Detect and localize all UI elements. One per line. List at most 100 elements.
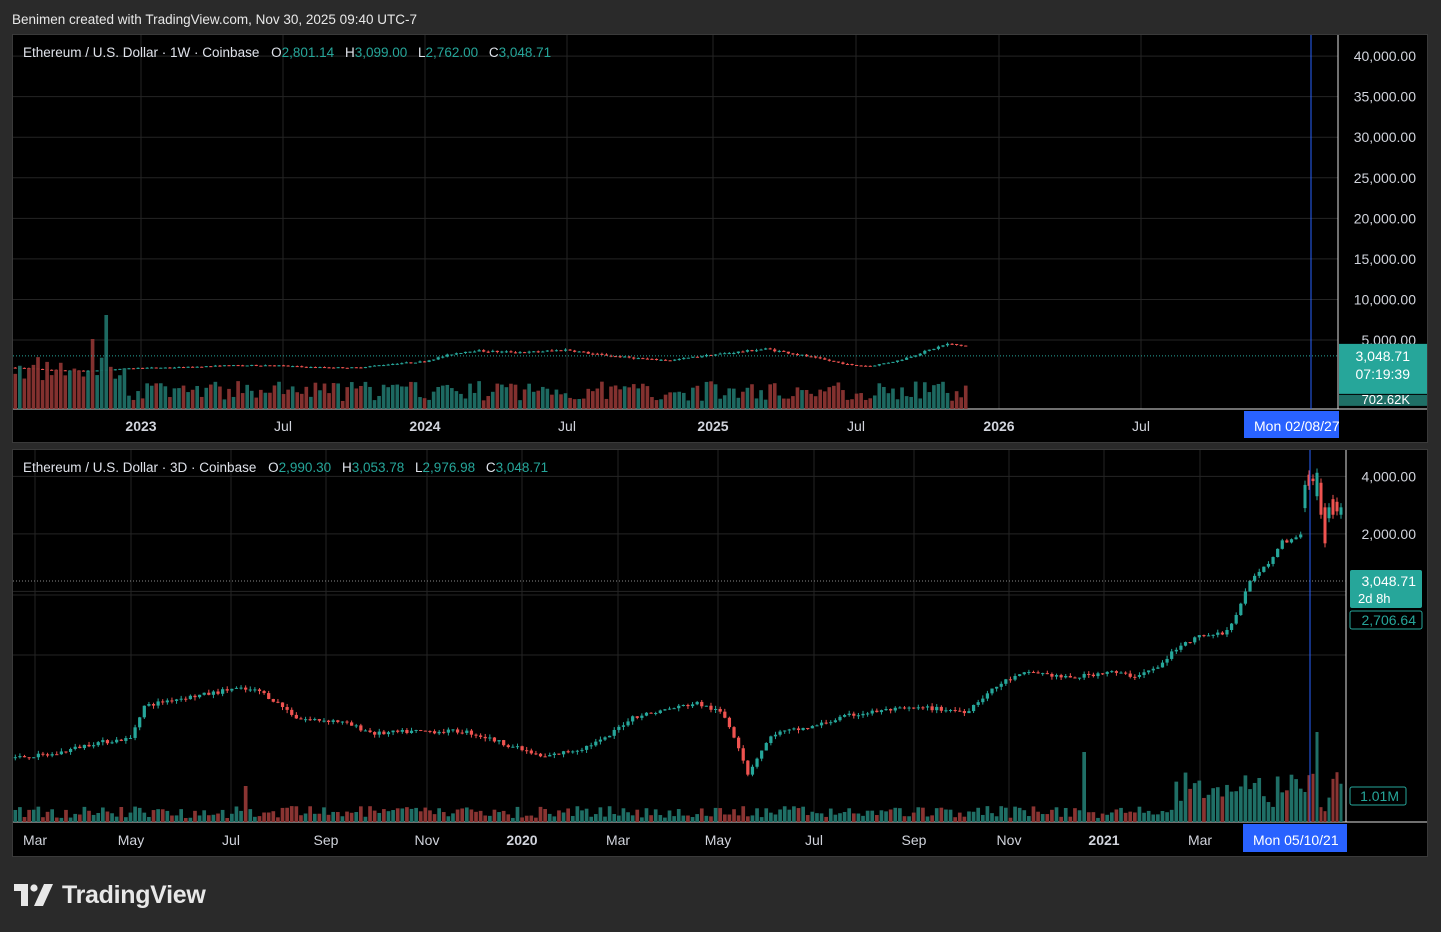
three-day-candle [101, 740, 105, 743]
three-day-volume-bar [1132, 812, 1137, 822]
weekly-volume-bar [181, 385, 186, 409]
three-day-volume-bar [1091, 812, 1096, 822]
weekly-candle [604, 354, 609, 356]
weekly-candle [291, 366, 295, 368]
three-day-candle [18, 756, 22, 758]
three-day-volume-bar [45, 811, 50, 822]
weekly-volume-bar [686, 400, 691, 409]
three-day-volume-bar [299, 815, 303, 822]
three-day-candle [451, 729, 455, 731]
three-day-candle [658, 710, 662, 714]
weekly-volume-bar [800, 390, 804, 409]
three-day-candle [197, 694, 202, 698]
three-day-candle [41, 753, 45, 755]
three-day-symbol-label: Ethereum / U.S. Dollar · 3D · Coinbase [23, 460, 257, 475]
three-day-volume-bar [266, 812, 271, 822]
three-day-candle [193, 695, 197, 698]
three-day-candle [465, 730, 469, 734]
weekly-low-value: 2,762.00 [425, 45, 479, 60]
three-day-volume-bar [792, 806, 796, 822]
three-day-candle [962, 710, 966, 714]
weekly-y-tick-label: 40,000.00 [1354, 48, 1416, 64]
weekly-chart-panel[interactable]: 40,000.00 35,000.00 30,000.00 25,000.00 20,0… [12, 34, 1428, 443]
three-day-volume-bar [1192, 783, 1197, 822]
tradingview-logo[interactable]: TradingView [14, 878, 206, 912]
three-day-volume-bar [331, 811, 336, 822]
three-day-candle [142, 705, 146, 718]
three-day-volume-bar [1179, 800, 1183, 822]
weekly-volume-bar [659, 399, 663, 409]
three-day-spike-volume [1327, 797, 1331, 822]
weekly-candle [591, 353, 595, 355]
three-day-volume-bar [856, 813, 861, 822]
three-day-candle [419, 730, 423, 732]
weekly-candle [254, 364, 258, 366]
weekly-volume-bar [527, 383, 531, 409]
three-day-volume-bar [898, 808, 902, 822]
three-day-volume-bar [773, 814, 778, 822]
three-day-volume-bar [916, 807, 921, 822]
three-day-candle [981, 698, 985, 703]
three-day-volume-bar [1202, 797, 1206, 822]
weekly-candle [955, 343, 959, 345]
three-day-volume-bar [317, 813, 322, 822]
three-day-volume-bar [326, 814, 331, 822]
weekly-candle [222, 365, 227, 367]
three-day-candle [290, 709, 294, 715]
three-day-volume-bar [73, 813, 78, 822]
three-day-candle [188, 695, 192, 700]
three-day-candle [829, 722, 833, 724]
three-day-candle [935, 706, 939, 711]
weekly-candle [245, 365, 249, 367]
three-day-x-tick-label: Sep [314, 832, 339, 848]
three-day-candle [368, 730, 372, 733]
three-day-volume-bar [1197, 780, 1202, 822]
three-day-volume-bar [801, 806, 805, 822]
three-day-volume-bar [474, 811, 478, 822]
weekly-candle [800, 354, 804, 356]
weekly-candle [422, 361, 427, 363]
weekly-candle [318, 367, 322, 369]
weekly-cursor-date-label: Mon 02/08/27 [1254, 418, 1340, 434]
three-day-candle [1174, 649, 1178, 652]
three-day-candle [603, 737, 607, 740]
weekly-volume-bar [536, 390, 541, 409]
weekly-volume-bar [199, 396, 204, 409]
three-day-candle [580, 749, 584, 751]
weekly-volume-bar [763, 399, 768, 409]
three-day-volume-bar [598, 807, 603, 822]
three-day-candle [474, 734, 478, 736]
weekly-candle [609, 355, 613, 357]
weekly-volume-bar [736, 397, 741, 409]
three-day-volume-bar [1114, 809, 1119, 822]
three-day-volume-bar [663, 817, 667, 822]
weekly-volume-bar [713, 384, 718, 409]
weekly-candle [145, 367, 149, 369]
weekly-volume-bar [90, 339, 95, 409]
three-day-volume-bar [1294, 779, 1298, 822]
three-day-volume-bar [308, 806, 313, 822]
three-day-candle [833, 720, 837, 723]
three-day-volume-bar [1271, 806, 1275, 822]
three-day-volume-bar [1165, 812, 1169, 822]
three-day-volume-bar [18, 807, 22, 822]
weekly-volume-bar [99, 357, 104, 409]
three-day-candle [221, 689, 225, 694]
weekly-volume-bar [136, 391, 140, 409]
weekly-candle [22, 367, 26, 369]
three-day-spike-candle [1315, 472, 1319, 497]
three-day-candle [22, 756, 27, 758]
three-day-volume-bar [156, 809, 160, 822]
weekly-candle [523, 352, 527, 354]
weekly-x-tick-label: 2026 [983, 418, 1014, 434]
weekly-chart-svg[interactable]: 40,000.00 35,000.00 30,000.00 25,000.00 20,0… [13, 35, 1427, 442]
three-day-candle [202, 692, 206, 695]
three-day-volume-bar [87, 810, 91, 822]
weekly-volume-bar [791, 396, 795, 409]
three-day-volume-bar [934, 808, 939, 822]
three-day-volume-bar [506, 814, 511, 822]
weekly-x-tick-label: 2025 [697, 418, 728, 434]
three-day-candle [1160, 662, 1165, 668]
